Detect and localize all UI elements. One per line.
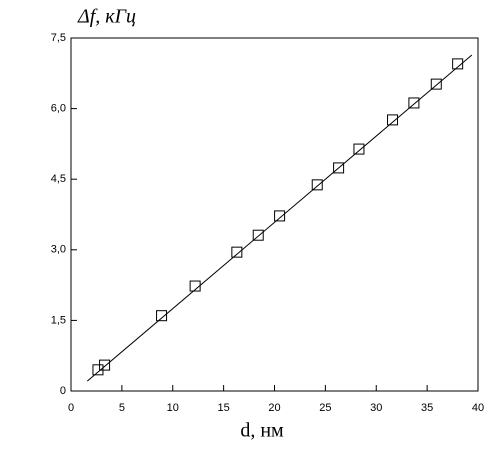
data-point bbox=[156, 310, 168, 322]
x-tick-label: 25 bbox=[319, 402, 331, 414]
x-tick-label: 15 bbox=[218, 402, 230, 414]
data-point bbox=[252, 229, 264, 241]
y-tick-label: 1,5 bbox=[51, 314, 66, 326]
data-point bbox=[274, 210, 286, 222]
x-tick-label: 0 bbox=[68, 402, 74, 414]
fit-line bbox=[86, 54, 473, 382]
x-tick-label: 30 bbox=[370, 402, 382, 414]
data-point bbox=[387, 114, 399, 126]
x-tick-label: 20 bbox=[268, 402, 280, 414]
data-point bbox=[353, 143, 365, 155]
data-point bbox=[408, 97, 420, 109]
data-point bbox=[430, 78, 442, 90]
x-tick-label: 40 bbox=[472, 402, 484, 414]
y-tick-label: 4,5 bbox=[51, 173, 66, 185]
data-point bbox=[231, 246, 243, 258]
data-point bbox=[333, 162, 345, 174]
y-axis-label: Δf, кГц bbox=[77, 6, 136, 28]
y-tick-label: 3,0 bbox=[51, 244, 66, 256]
data-point bbox=[311, 179, 323, 191]
data-point bbox=[452, 58, 464, 70]
x-tick-label: 5 bbox=[119, 402, 125, 414]
y-tick-label: 6,0 bbox=[51, 103, 66, 115]
data-point bbox=[99, 359, 111, 371]
x-tick-label: 35 bbox=[421, 402, 433, 414]
y-tick-label: 0 bbox=[60, 385, 66, 397]
y-tick-label: 7,5 bbox=[51, 32, 66, 44]
x-axis-label: d, нм bbox=[240, 420, 284, 442]
x-tick-label: 10 bbox=[167, 402, 179, 414]
